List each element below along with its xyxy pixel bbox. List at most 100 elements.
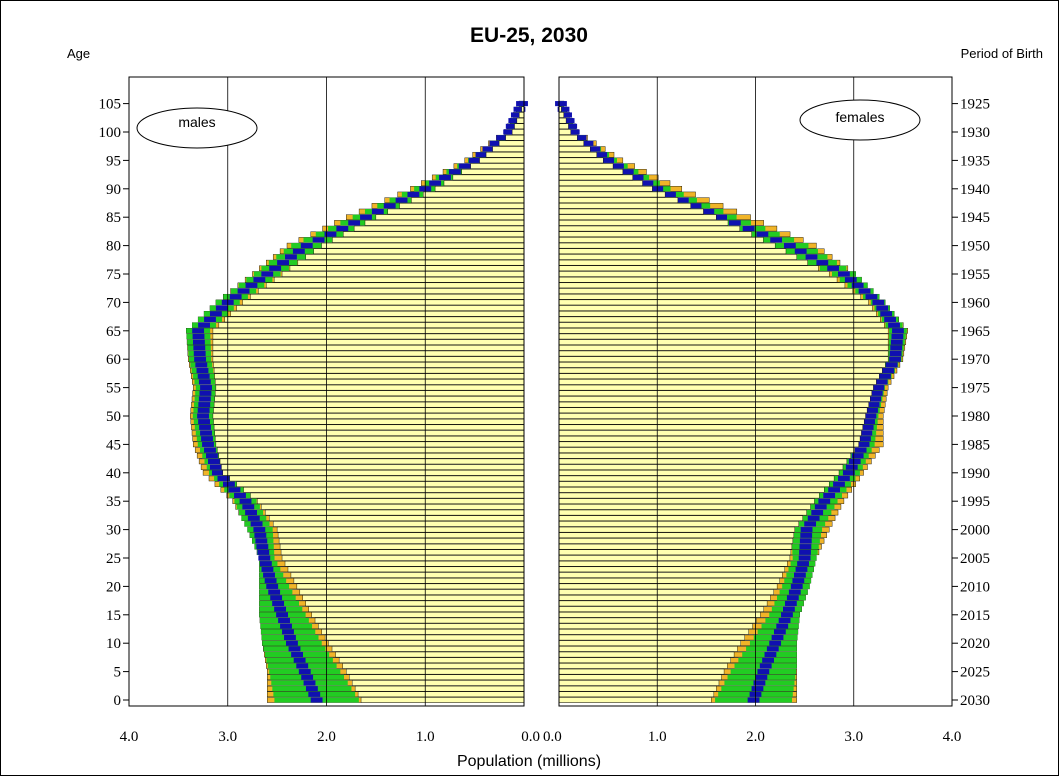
- male-median-bar: [228, 487, 241, 493]
- female-base-bar: [558, 589, 774, 595]
- birth-period-tick-label: 1955: [960, 267, 990, 283]
- age-tick-label: 25: [106, 551, 121, 567]
- female-base-bar: [558, 697, 712, 703]
- female-base-bar: [558, 299, 869, 306]
- male-median-bar: [298, 669, 311, 675]
- chart-title: EU-25, 2030: [470, 24, 588, 47]
- birth-period-tick-label: 1945: [960, 210, 990, 226]
- female-base-bar: [558, 623, 753, 629]
- female-median-bar: [794, 572, 806, 578]
- female-base-bar: [558, 515, 803, 521]
- female-median-bar: [811, 510, 824, 516]
- birth-period-tick-label: 1960: [960, 295, 990, 311]
- female-base-bar: [558, 322, 885, 328]
- female-base-bar: [558, 254, 797, 260]
- female-base-bar: [558, 543, 793, 550]
- female-base-bar: [558, 651, 735, 658]
- male-base-bar: [290, 572, 525, 578]
- male-median-bar: [312, 237, 325, 243]
- female-base-bar: [558, 384, 874, 391]
- male-base-bar: [236, 305, 525, 311]
- male-base-bar: [349, 674, 525, 681]
- female-base-bar: [558, 390, 873, 397]
- female-base-bar: [558, 424, 863, 431]
- male-median-bar: [348, 220, 361, 226]
- female-base-bar: [558, 538, 794, 544]
- female-base-bar: [558, 572, 783, 578]
- female-base-bar: [558, 333, 889, 340]
- female-median-bar: [807, 515, 820, 521]
- female-base-bar: [558, 242, 776, 249]
- male-median-bar: [429, 180, 442, 186]
- female-median-bar: [581, 140, 594, 146]
- male-base-bar: [279, 543, 525, 550]
- male-median-bar: [202, 441, 214, 447]
- female-base-bar: [558, 475, 835, 482]
- female-base-bar: [558, 197, 679, 203]
- female-median-bar: [786, 595, 799, 601]
- male-base-bar: [353, 225, 525, 232]
- male-base-bar: [276, 526, 525, 533]
- male-base-bar: [212, 328, 525, 334]
- female-median-bar: [888, 322, 900, 328]
- female-median-bar: [880, 311, 893, 317]
- female-base-bar: [558, 231, 752, 237]
- male-median-bar: [197, 413, 209, 419]
- male-base-bar: [461, 169, 525, 175]
- male-median-bar: [288, 646, 301, 652]
- male-median-bar: [234, 492, 246, 499]
- male-median-bar: [383, 203, 396, 209]
- female-median-bar: [565, 123, 578, 129]
- male-median-bar: [196, 368, 209, 374]
- male-median-bar: [204, 316, 216, 322]
- male-median-bar: [209, 464, 222, 470]
- female-base-bar: [558, 157, 604, 164]
- female-median-bar: [773, 629, 786, 635]
- male-median-bar: [217, 475, 230, 482]
- male-base-bar: [243, 487, 525, 493]
- age-tick-label: 65: [106, 324, 121, 340]
- female-x-tick-label: 2.0: [746, 729, 765, 745]
- male-base-bar: [332, 237, 525, 243]
- male-base-bar: [434, 186, 525, 192]
- female-base-bar: [558, 163, 614, 169]
- female-median-bar: [872, 385, 885, 391]
- female-median-bar: [764, 652, 777, 658]
- female-median-bar: [870, 390, 883, 396]
- male-median-bar: [293, 657, 306, 663]
- male-base-bar: [343, 231, 525, 237]
- birth-period-tick-label: 2020: [960, 636, 990, 652]
- female-median-bar: [890, 339, 903, 345]
- birth-period-tick-label: 1965: [960, 324, 990, 340]
- female-base-bar: [558, 225, 740, 232]
- birth-period-tick-label: 2030: [960, 693, 990, 709]
- birth-period-tick-label: 2025: [960, 665, 990, 681]
- male-median-bar: [458, 163, 471, 169]
- male-base-bar: [215, 379, 525, 385]
- female-base-bar: [558, 146, 591, 152]
- male-median-bar: [223, 481, 235, 487]
- male-median-bar: [193, 350, 206, 357]
- male-median-bar: [209, 311, 222, 317]
- female-median-bar: [631, 174, 644, 180]
- male-base-bar: [289, 265, 525, 272]
- male-median-bar: [285, 254, 297, 260]
- female-median-bar: [800, 532, 813, 538]
- age-tick-label: 105: [99, 97, 122, 113]
- female-base-bar: [558, 350, 889, 357]
- female-median-bar: [800, 527, 813, 533]
- female-median-bar: [676, 197, 689, 203]
- female-base-bar: [558, 430, 862, 436]
- age-tick-label: 70: [106, 295, 121, 311]
- male-median-bar: [245, 510, 257, 516]
- female-median-bar: [771, 634, 784, 641]
- male-median-bar: [513, 106, 526, 112]
- female-base-bar: [558, 339, 889, 345]
- female-median-bar: [612, 163, 624, 169]
- male-base-bar: [305, 254, 525, 260]
- female-base-bar: [558, 407, 868, 414]
- male-base-bar: [335, 651, 525, 658]
- male-base-bar: [212, 339, 525, 345]
- male-median-bar: [270, 595, 283, 601]
- male-median-bar: [310, 697, 323, 703]
